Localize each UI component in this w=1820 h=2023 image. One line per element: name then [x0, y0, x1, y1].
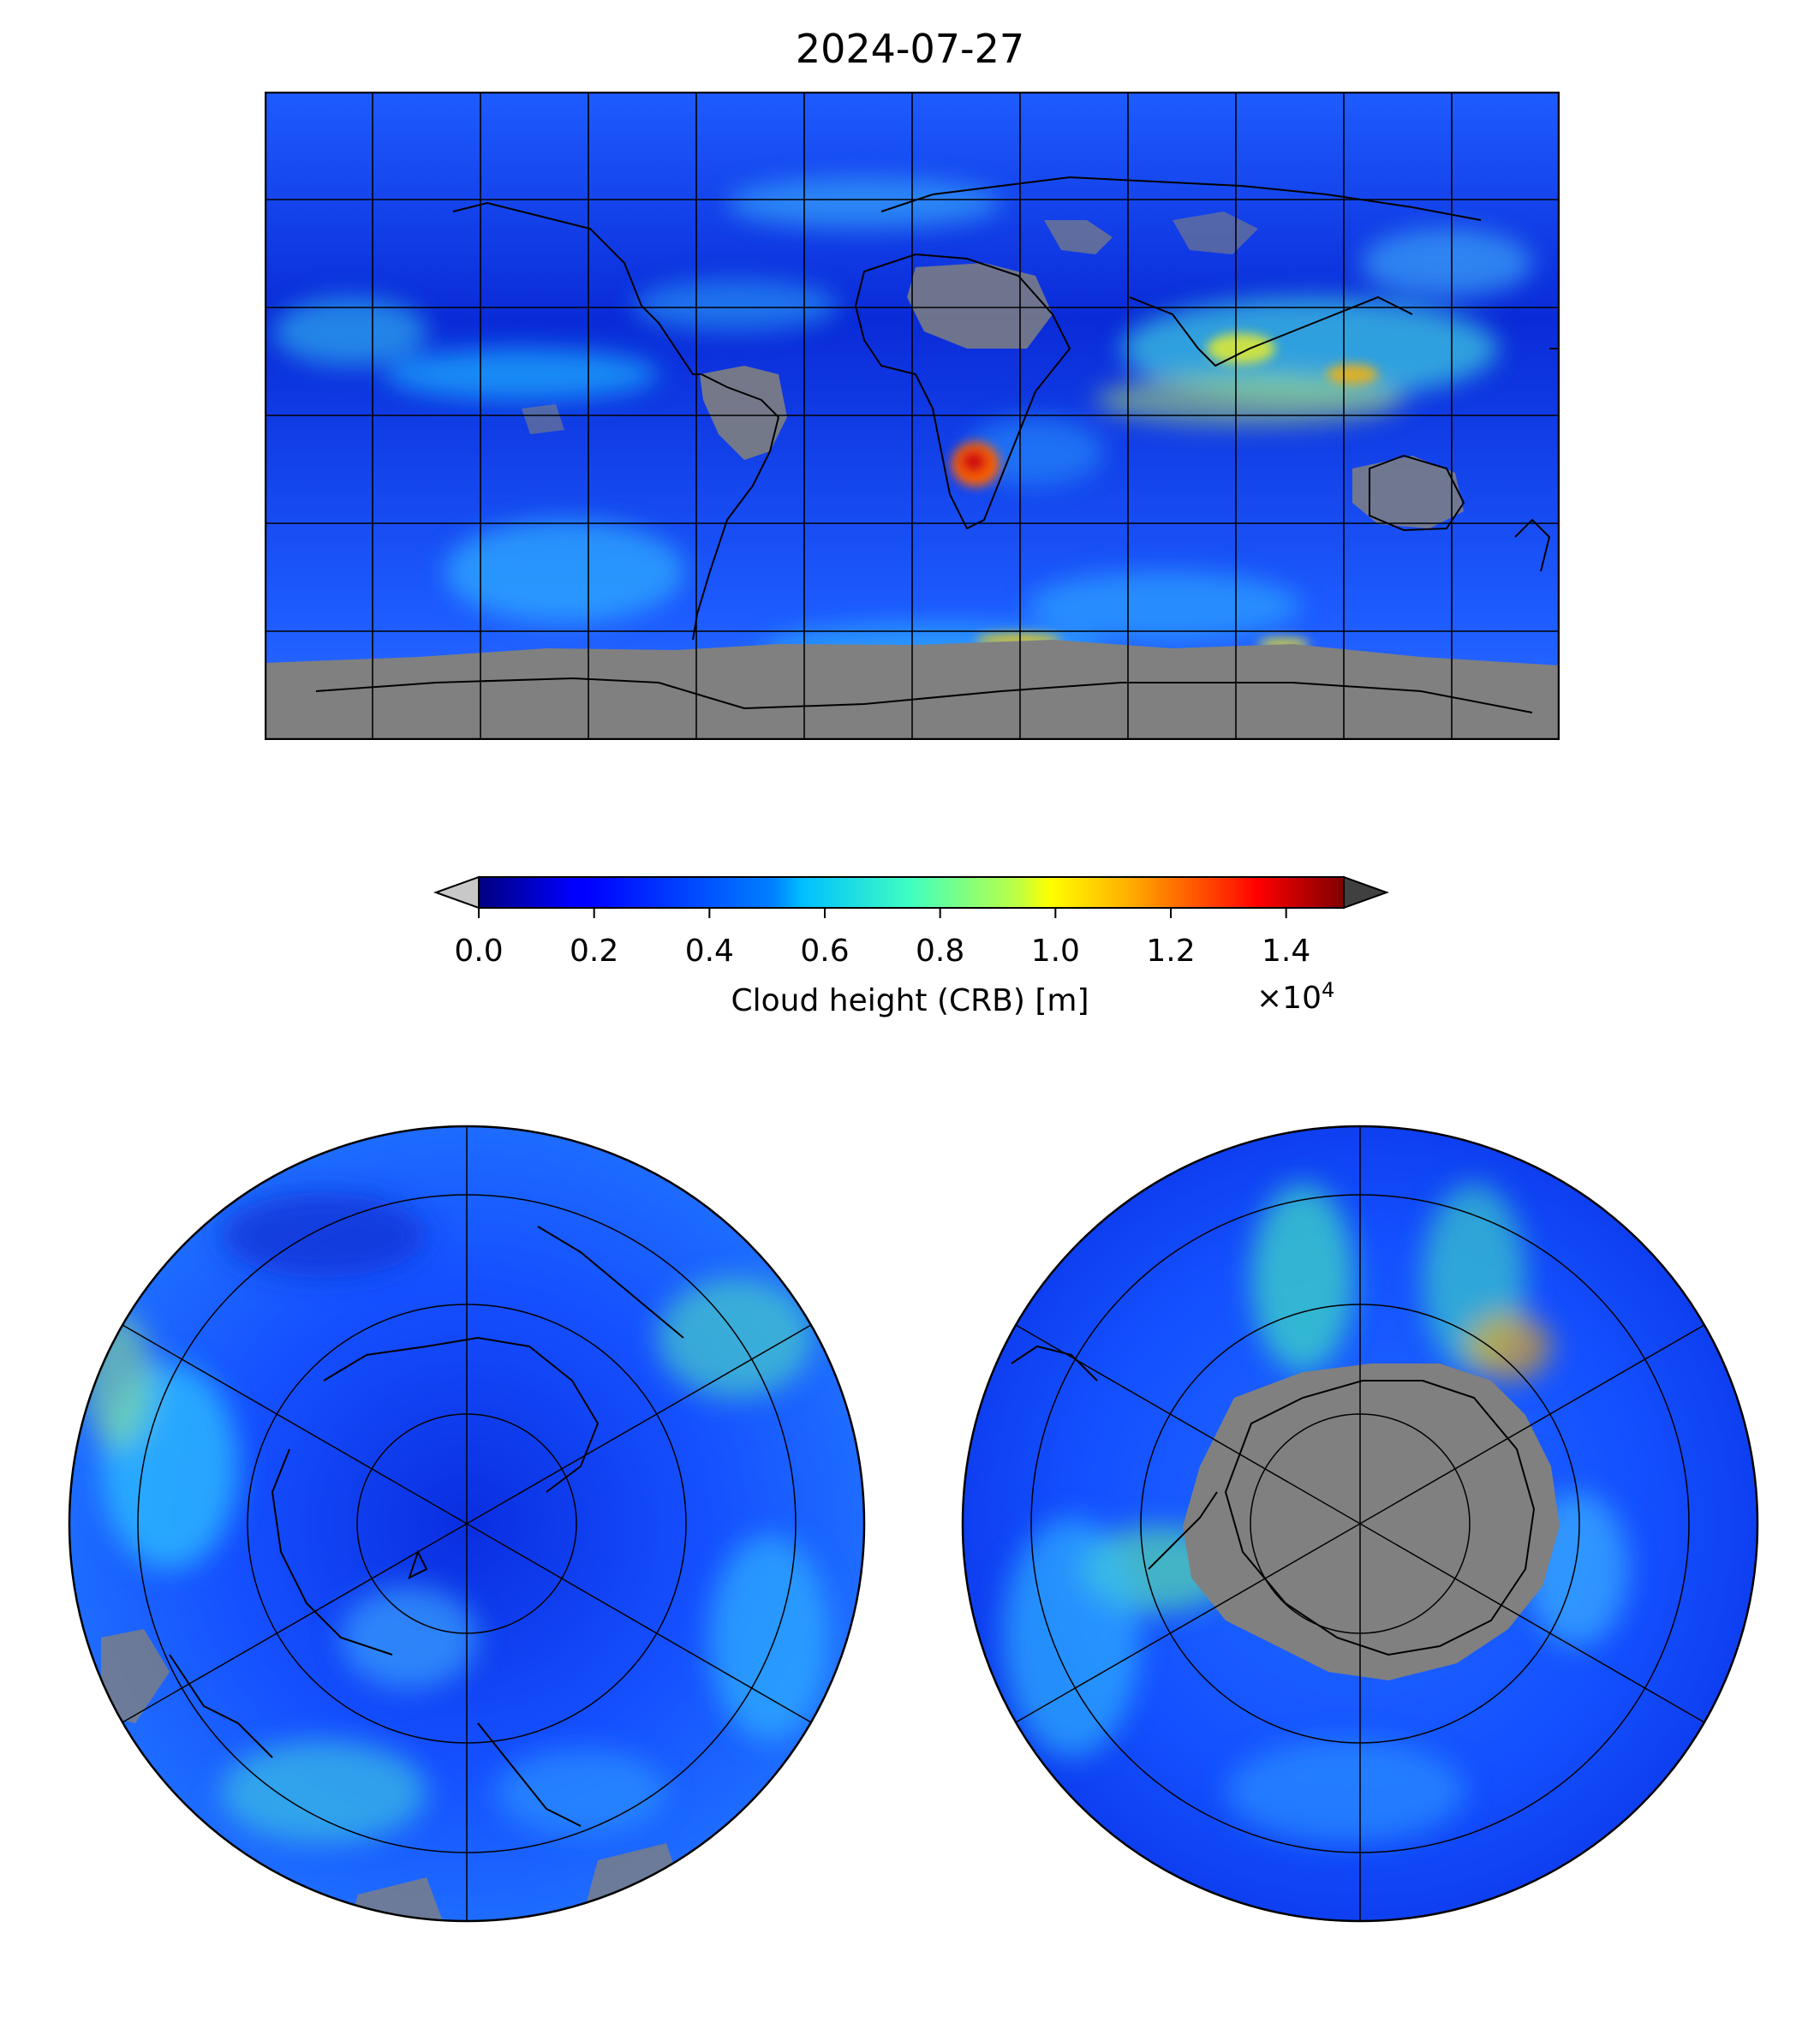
- colorbar-tick-label: 1.4: [1262, 934, 1311, 969]
- north-coastlines: [169, 1226, 684, 1827]
- colorbar-tick-label: 0.2: [570, 934, 619, 969]
- colorbar-under-extension: [433, 875, 480, 910]
- colorbar-gradient: [478, 876, 1345, 909]
- global-red-hotspot: [952, 442, 1000, 486]
- south-graticule: [1015, 1126, 1705, 1921]
- colorbar-tick-label: 0.6: [800, 934, 850, 969]
- global-graticule: [265, 92, 1560, 740]
- global-cloud-field: [273, 177, 1532, 674]
- colorbar-tick-label: 0.8: [916, 934, 965, 969]
- global-map: [265, 92, 1560, 740]
- colorbar-tick-label: 0.0: [454, 934, 504, 969]
- north-graticule: [122, 1126, 812, 1921]
- colorbar-over-extension: [1343, 875, 1389, 910]
- global-coastlines: [315, 176, 1560, 713]
- colorbar: [433, 875, 1392, 935]
- south-cloud-field: [1003, 1184, 1628, 1843]
- colorbar-tick-label: 0.4: [684, 934, 734, 969]
- south-no-data: [1183, 1364, 1560, 1680]
- figure-title: 2024-07-27: [795, 26, 1025, 72]
- colorbar-tick-label: 1.2: [1146, 934, 1196, 969]
- north-polar-map: [67, 1124, 867, 1924]
- colorbar-multiplier: ×104: [1256, 978, 1335, 1016]
- colorbar-label: Cloud height (CRB) [m]: [731, 983, 1089, 1018]
- south-polar-map: [960, 1124, 1760, 1924]
- colorbar-tick-label: 1.0: [1030, 934, 1080, 969]
- colorbar-ticks: [478, 908, 1287, 918]
